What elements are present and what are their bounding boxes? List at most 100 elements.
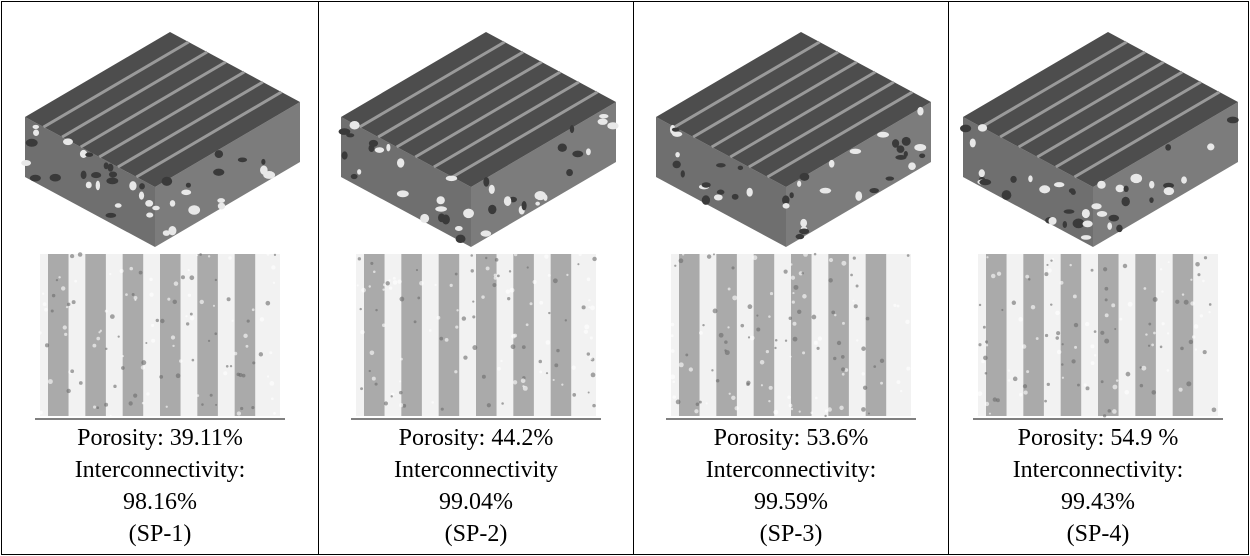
slice-noise: [1127, 301, 1133, 307]
slice-noise: [226, 297, 231, 302]
pore-speckle: [978, 169, 985, 178]
slice-noise: [768, 399, 771, 403]
pore-speckle: [1097, 180, 1106, 189]
slice-noise: [586, 352, 591, 356]
slice-noise: [399, 296, 405, 302]
strut-edge: [117, 80, 264, 169]
caption-line: (SP-4): [1066, 521, 1130, 547]
slice-noise: [705, 402, 708, 405]
slice-strut: [85, 254, 106, 416]
strut-edge: [710, 60, 858, 149]
pore-speckle: [152, 205, 160, 211]
slice-noise: [374, 382, 378, 386]
pore-speckle: [701, 182, 711, 188]
pore-speckle: [1149, 180, 1155, 189]
strut-edge: [999, 50, 1146, 139]
slice-noise: [510, 344, 516, 350]
strut-edge: [42, 40, 190, 129]
slice-noise: [252, 361, 256, 365]
slice-noise: [258, 352, 264, 357]
slice-noise: [1090, 268, 1094, 272]
slice-noise: [512, 380, 518, 385]
pore-speckle: [49, 173, 61, 182]
slice-noise: [357, 257, 361, 261]
slice-noise: [1072, 294, 1077, 299]
slice-noise: [1026, 370, 1030, 374]
pore-speckle: [895, 154, 907, 160]
slice-noise: [861, 372, 865, 376]
slice-noise: [711, 369, 714, 372]
slice-noise: [265, 300, 271, 306]
scaffold-images: [21, 32, 300, 420]
slice-noise: [844, 368, 849, 372]
slice-noise: [861, 407, 866, 412]
block-left-face: [656, 117, 786, 247]
slice-noise: [554, 363, 559, 368]
slice-noise: [678, 362, 684, 368]
slice-noise: [371, 376, 376, 381]
slice-noise: [215, 403, 218, 406]
slice-noise: [788, 316, 793, 321]
slice-noise: [121, 354, 124, 358]
slice-noise: [672, 395, 676, 399]
slice-noise: [229, 365, 233, 368]
slice-noise: [906, 254, 910, 257]
slice-noise: [1202, 279, 1205, 283]
slice-noise: [125, 293, 128, 296]
scaffold-3d-render: [338, 32, 619, 247]
slice-noise: [756, 314, 759, 317]
slice-noise: [1100, 330, 1105, 335]
slice-strut: [1172, 254, 1194, 416]
slice-noise: [1161, 322, 1165, 326]
slice-noise: [852, 299, 855, 302]
pore-speckle: [782, 203, 790, 209]
slice-noise: [525, 323, 529, 327]
slice-noise: [552, 378, 555, 382]
pore-speckle: [129, 181, 137, 191]
pore-speckle: [795, 233, 805, 240]
pore-speckle: [237, 157, 248, 163]
pore-speckle: [420, 213, 430, 223]
slice-noise: [1112, 384, 1118, 390]
strut-edge: [1055, 80, 1202, 169]
strut-edge: [61, 50, 208, 139]
slice-noise: [507, 296, 511, 301]
slice-noise: [803, 251, 808, 257]
pore-speckle: [260, 165, 268, 175]
slice-noise: [798, 410, 801, 413]
pore-speckle: [185, 182, 191, 188]
slice-noise: [797, 309, 802, 314]
slice-noise: [44, 343, 50, 348]
slice-noise: [388, 279, 391, 282]
slice-noise: [470, 254, 473, 257]
slice-noise: [718, 332, 724, 338]
pore-speckle: [1068, 188, 1076, 194]
slice-noise: [1104, 338, 1110, 344]
slice-noise: [388, 286, 393, 290]
slice-noise: [760, 384, 764, 387]
caption-line: 99.04%: [439, 489, 513, 515]
caption-line: Porosity: 44.2%: [398, 425, 554, 451]
scaffold-images: [960, 32, 1239, 420]
slice-noise: [172, 299, 177, 305]
slice-noise: [1050, 303, 1053, 306]
slice-noise: [548, 311, 551, 315]
slice-noise: [58, 276, 61, 279]
scaffold-3d-render: [960, 32, 1239, 247]
slice-noise: [1107, 409, 1112, 413]
slice-noise: [93, 405, 97, 409]
slice-noise: [981, 359, 985, 364]
pore-speckle: [1010, 175, 1017, 183]
slice-noise: [196, 254, 199, 257]
pore-speckle: [386, 143, 391, 152]
pore-speckle: [188, 205, 201, 215]
slice-noise: [109, 272, 112, 276]
slice-noise: [816, 346, 820, 350]
slice-noise: [564, 319, 567, 322]
slice-noise: [681, 253, 685, 256]
slice-noise: [397, 279, 402, 284]
slice-noise: [678, 258, 684, 264]
slice-noise: [774, 346, 777, 350]
slice-noise: [64, 332, 68, 337]
